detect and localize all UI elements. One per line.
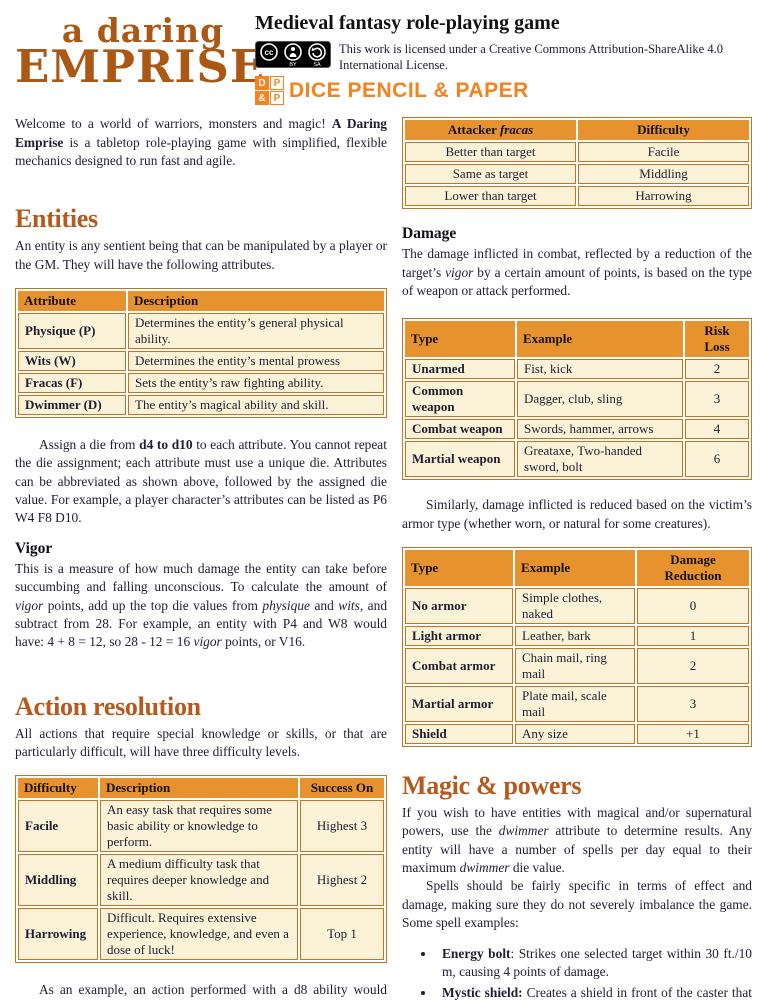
dpp-cell-p2: P [270, 91, 284, 106]
table-row: No armor Simple clothes, naked 0 [405, 588, 749, 625]
dpp-cell-amp: & [255, 91, 269, 106]
license-line2: International License. [339, 57, 448, 72]
page-title: Medieval fantasy role-playing game [255, 12, 560, 34]
magic-paragraph-2: Spells should be fairly specific in term… [402, 878, 752, 931]
list-item: Mystic shield: Creates a shield in front… [436, 984, 752, 1000]
magic-powers-heading: Magic & powers [402, 771, 582, 801]
table-header-row: Type Example Damage Reduction [405, 550, 749, 587]
table-row: Better than target Facile [405, 142, 749, 163]
cc-license-icon: cc BY SA [255, 41, 331, 68]
dpp-logo-icon: D P & P [255, 76, 284, 106]
publisher-brand: D P & P DICE PENCIL & PAPER [255, 76, 752, 106]
masthead: a daring EMPRISE Medieval fantasy role-p… [15, 10, 752, 106]
table-row: Combat weapon Swords, hammer, arrows 4 [405, 419, 749, 440]
col-header: Difficulty [18, 778, 98, 799]
col-header: Attribute [18, 291, 126, 312]
list-item: Energy bolt: Strikes one selected target… [436, 945, 752, 982]
license-text: This work is licensed under a Creative C… [339, 41, 723, 73]
action-resolution-paragraph: All actions that require special knowled… [15, 725, 387, 759]
assign-die-paragraph: Assign a die from d4 to d10 to each attr… [15, 437, 387, 526]
table-row: Lower than target Harrowing [405, 186, 749, 207]
table-row: Shield Any size +1 [405, 724, 749, 745]
attacker-fracas-table: Attacker fracas Difficulty Better than t… [402, 117, 752, 210]
col-header: Damage Reduction [637, 550, 749, 587]
table-header-row: Attacker fracas Difficulty [405, 120, 749, 141]
damage-paragraph: The damage inflicted in combat, reflecte… [402, 246, 752, 298]
armor-intro-paragraph: Similarly, damage inflicted is reduced b… [402, 497, 752, 531]
entities-heading: Entities [15, 204, 98, 234]
col-header: Type [405, 321, 515, 358]
table-row: Fracas (F) Sets the entity’s raw fightin… [18, 373, 384, 394]
table-row: Facile An easy task that requires some b… [18, 800, 384, 853]
table-row: Dwimmer (D) The entity’s magical ability… [18, 395, 384, 416]
table-row: Same as target Middling [405, 164, 749, 185]
spell-examples-list: Energy bolt: Strikes one selected target… [402, 945, 752, 1000]
entities-paragraph: An entity is any sentient being that can… [15, 238, 387, 272]
table-header-row: Difficulty Description Success On [18, 778, 384, 799]
content-columns: Welcome to a world of warriors, monsters… [15, 115, 752, 1000]
table-row: Martial armor Plate mail, scale mail 3 [405, 686, 749, 723]
cc-by-label: BY [289, 62, 297, 68]
table-row: Harrowing Difficult. Requires extensive … [18, 908, 384, 961]
col-header: Attacker fracas [405, 120, 576, 141]
license-line1: This work is licensed under a Creative C… [339, 42, 723, 56]
table-row: Physique (P) Determines the entity’s gen… [18, 313, 384, 350]
table-row: Unarmed Fist, kick 2 [405, 359, 749, 380]
col-header: Success On [300, 778, 384, 799]
col-header: Type [405, 550, 513, 587]
vigor-paragraph: This is a measure of how much damage the… [15, 560, 388, 650]
magic-paragraph-1: If you wish to have entities with magica… [402, 805, 752, 876]
table-row: Combat armor Chain mail, ring mail 2 [405, 648, 749, 685]
col-header: Difficulty [578, 120, 749, 141]
intro-paragraph: Welcome to a world of warriors, monsters… [15, 116, 387, 168]
table-row: Wits (W) Determines the entity’s mental … [18, 351, 384, 372]
dpp-cell-d: D [255, 76, 269, 91]
game-logo: a daring EMPRISE [15, 10, 266, 94]
table-header-row: Type Example Risk Loss [405, 321, 749, 358]
table-row: Common weapon Dagger, club, sling 3 [405, 381, 749, 418]
table-row: Middling A medium difficulty task that r… [18, 854, 384, 907]
damage-heading: Damage [402, 225, 457, 243]
col-header: Description [128, 291, 384, 312]
license-row: cc BY SA This work is licensed under a C… [255, 41, 752, 73]
right-column: Attacker fracas Difficulty Better than t… [402, 115, 752, 1000]
svg-text:cc: cc [265, 48, 274, 57]
left-column: Welcome to a world of warriors, monsters… [15, 115, 387, 1000]
col-header: Risk Loss [685, 321, 749, 358]
table-row: Martial weapon Greataxe, Two-handed swor… [405, 441, 749, 478]
cc-sa-label: SA [313, 62, 321, 68]
vigor-heading: Vigor [15, 539, 53, 557]
col-header: Example [517, 321, 683, 358]
col-header: Example [515, 550, 635, 587]
col-header: Description [100, 778, 298, 799]
publisher-name: DICE PENCIL & PAPER [289, 78, 529, 102]
attributes-table: Attribute Description Physique (P) Deter… [15, 288, 387, 419]
action-example-paragraph: As an example, an action performed with … [39, 982, 387, 998]
action-resolution-heading: Action resolution [15, 691, 201, 721]
dpp-cell-p1: P [270, 76, 284, 91]
weapon-damage-table: Type Example Risk Loss Unarmed Fist, kic… [402, 318, 752, 481]
table-header-row: Attribute Description [18, 291, 384, 312]
masthead-right: Medieval fantasy role-playing game cc BY… [243, 10, 752, 106]
table-row: Light armor Leather, bark 1 [405, 626, 749, 647]
armor-table: Type Example Damage Reduction No armor S… [402, 547, 752, 748]
logo-text-line2: EMPRISE [15, 40, 266, 94]
logo-text-line1: a daring [61, 11, 225, 50]
difficulty-table: Difficulty Description Success On Facile… [15, 775, 387, 964]
